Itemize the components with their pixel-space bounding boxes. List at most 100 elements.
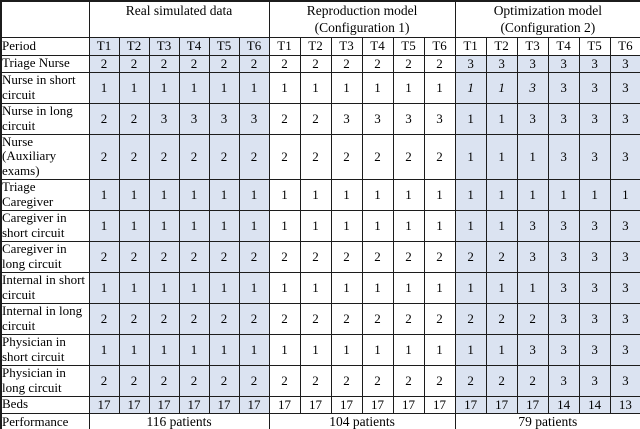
table-cell: 1 <box>485 333 518 366</box>
table-cell: 1 <box>547 178 580 211</box>
table-cell: 3 <box>547 364 580 397</box>
table-cell: 1 <box>423 178 456 211</box>
table-row: Nurse in long circuit 2 2 3 3 3 3 2 2 3 3 3 3 1 1 3 3 3 3 <box>0 102 640 135</box>
table-cell: 3 <box>609 71 640 104</box>
table-cell: 3 <box>578 240 611 273</box>
table-cell: 1 <box>238 71 270 104</box>
table-cell: 17 <box>118 395 150 414</box>
table-cell: 1 <box>238 209 270 242</box>
table-cell: 2 <box>88 240 120 273</box>
table-row: Nurse in short circuit 1 1 1 1 1 1 1 1 1 1 1 1 1 1 3 3 3 3 <box>0 71 640 104</box>
row-label: Caregiver in long circuit <box>0 240 90 273</box>
table-cell: 2 <box>299 302 332 335</box>
table-cell: 17 <box>178 395 210 414</box>
table-cell: 1 <box>88 333 120 366</box>
table-cell: 3 <box>609 364 640 397</box>
table-cell: 3 <box>547 102 580 135</box>
table-cell: 14 <box>547 395 580 414</box>
section-header-opt: Optimization model (Configuration 2) <box>454 0 640 38</box>
period-column-header-repro-t4: T4 <box>361 36 394 56</box>
table-row: Triage Caregiver 1 1 1 1 1 1 1 1 1 1 1 1 1 1 1 1 1 1 <box>0 178 640 211</box>
table-cell: 3 <box>578 133 611 180</box>
table-cell: 1 <box>178 209 210 242</box>
table-cell: 1 <box>208 178 240 211</box>
period-column-header-repro-t3: T3 <box>330 36 363 56</box>
table-cell: 2 <box>299 54 332 73</box>
row-label: Nurse (Auxiliary exams) <box>0 133 90 180</box>
table-cell: 1 <box>299 209 332 242</box>
row-label: Nurse in short circuit <box>0 71 90 104</box>
table-cell: 2 <box>88 364 120 397</box>
performance-row: Performance 116 patients 104 patients 79 pa… <box>0 412 640 429</box>
table-cell: 2 <box>423 240 456 273</box>
table-cell: 3 <box>547 71 580 104</box>
table-cell: 2 <box>485 364 518 397</box>
table-cell: 1 <box>392 209 425 242</box>
period-column-header-repro-t2: T2 <box>299 36 332 56</box>
table-cell: 1 <box>238 333 270 366</box>
period-column-header-real-t4: T4 <box>178 36 210 56</box>
table-cell: 3 <box>238 102 270 135</box>
table-cell: 17 <box>423 395 456 414</box>
table-cell: 2 <box>118 102 150 135</box>
table-cell: 3 <box>423 102 456 135</box>
table-cell: 1 <box>392 71 425 104</box>
period-column-header-opt-t1: T1 <box>454 36 487 56</box>
table-cell: 2 <box>88 302 120 335</box>
table-row: Caregiver in short circuit 1 1 1 1 1 1 1 1 1 1 1 1 1 1… <box>0 209 640 242</box>
section-subtitle-text: (Configuration 2) <box>500 20 596 35</box>
table-cell: 3 <box>485 54 518 73</box>
table-cell: 1 <box>238 178 270 211</box>
table-cell: 2 <box>454 240 487 273</box>
table-cell: 2 <box>208 364 240 397</box>
table-cell: 1 <box>268 71 301 104</box>
table-cell: 2 <box>516 302 549 335</box>
table-cell: 2 <box>268 102 301 135</box>
table-cell: 1 <box>454 71 487 104</box>
table-cell: 1 <box>516 178 549 211</box>
table-cell: 1 <box>361 178 394 211</box>
section-title-text: Real simulated data <box>125 3 233 18</box>
table-cell: 2 <box>330 133 363 180</box>
table-cell: 3 <box>547 302 580 335</box>
table-cell: 1 <box>118 333 150 366</box>
table-cell: 17 <box>238 395 270 414</box>
table-cell: 2 <box>178 302 210 335</box>
table-cell: 1 <box>178 71 210 104</box>
table-cell: 3 <box>516 102 549 135</box>
section-title-text: Reproduction model <box>306 3 418 18</box>
table-cell: 2 <box>299 364 332 397</box>
table-cell: 3 <box>609 240 640 273</box>
table-cell: 1 <box>392 333 425 366</box>
table-cell: 17 <box>330 395 363 414</box>
table-cell: 2 <box>148 302 180 335</box>
table-cell: 3 <box>148 102 180 135</box>
table-cell: 1 <box>268 271 301 304</box>
table-cell: 1 <box>118 209 150 242</box>
table-cell: 1 <box>148 271 180 304</box>
table-cell: 2 <box>392 133 425 180</box>
table-cell: 2 <box>361 364 394 397</box>
table-cell: 3 <box>547 333 580 366</box>
section-header-real: Real simulated data <box>88 0 270 38</box>
table-cell: 1 <box>485 209 518 242</box>
table-cell: 1 <box>268 178 301 211</box>
table-cell: 1 <box>578 178 611 211</box>
table-cell: 2 <box>299 102 332 135</box>
table-cell: 1 <box>178 333 210 366</box>
table-row: Beds 17 17 17 17 17 17 17 17 17 17 17 17 17 17 17 14 14 13 <box>0 395 640 414</box>
period-column-header-real-t2: T2 <box>118 36 150 56</box>
table-cell: 1 <box>454 333 487 366</box>
table-cell: 2 <box>148 240 180 273</box>
table-cell: 1 <box>299 178 332 211</box>
table-cell: 2 <box>454 302 487 335</box>
row-label: Nurse in long circuit <box>0 102 90 135</box>
table-cell: 2 <box>118 240 150 273</box>
table-cell: 1 <box>118 71 150 104</box>
row-label: Triage Nurse <box>0 54 90 73</box>
table-cell: 13 <box>609 395 640 414</box>
table-cell: 1 <box>454 133 487 180</box>
table-cell: 3 <box>178 102 210 135</box>
table-cell: 2 <box>268 133 301 180</box>
table-cell: 1 <box>88 271 120 304</box>
